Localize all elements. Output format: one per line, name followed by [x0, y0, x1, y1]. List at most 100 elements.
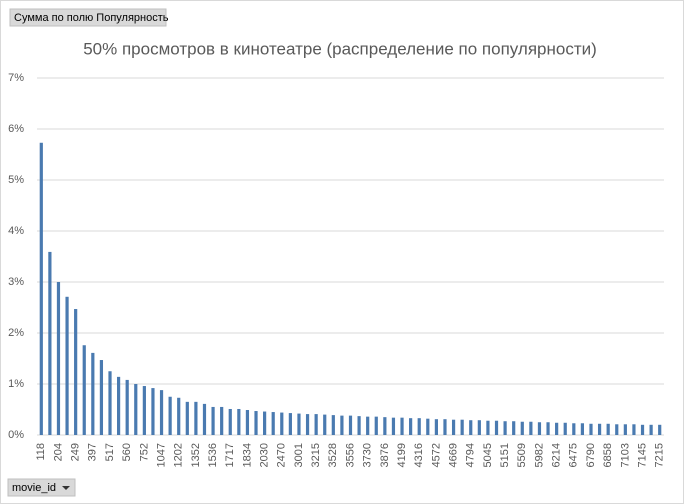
- x-tick-label: 2470: [276, 443, 288, 467]
- bar: [202, 403, 207, 435]
- x-tick-label: 560: [121, 443, 133, 461]
- bar: [271, 412, 275, 435]
- bar: [632, 424, 636, 435]
- x-tick-label: 517: [104, 443, 116, 461]
- bar: [288, 413, 292, 435]
- axis-field-button[interactable]: movie_id: [7, 478, 76, 497]
- bar: [116, 376, 121, 435]
- x-tick-label: 752: [138, 443, 150, 461]
- bar: [391, 417, 396, 435]
- bar: [477, 420, 481, 435]
- bar: [366, 416, 370, 435]
- bar: [658, 424, 662, 435]
- bar: [125, 379, 129, 435]
- x-tick-label: 3876: [379, 443, 391, 467]
- bar: [280, 412, 284, 435]
- bar: [194, 401, 198, 435]
- bar: [374, 416, 378, 435]
- bar: [168, 396, 172, 435]
- x-tick-label: 3001: [293, 443, 305, 467]
- bar: [383, 417, 387, 435]
- bar: [494, 420, 499, 435]
- x-tick-label: 1352: [190, 443, 202, 467]
- bar: [503, 421, 507, 435]
- x-tick-label: 1202: [173, 443, 185, 467]
- bar: [65, 296, 69, 435]
- bar: [134, 384, 138, 435]
- x-tick-label: 4316: [413, 443, 425, 467]
- x-tick-label: 7103: [619, 443, 631, 467]
- bar: [615, 424, 619, 435]
- bar: [340, 415, 344, 435]
- bar: [237, 408, 241, 435]
- x-tick-label: 6858: [602, 443, 614, 467]
- bar: [74, 309, 78, 435]
- x-tick-label: 6790: [585, 443, 597, 467]
- value-field-button[interactable]: Сумма по полю Популярность: [9, 8, 169, 27]
- y-tick-label: 7%: [8, 72, 24, 84]
- y-tick-label: 4%: [8, 225, 24, 237]
- y-tick-label: 6%: [8, 123, 24, 135]
- bar: [56, 282, 61, 435]
- bar: [520, 421, 524, 435]
- x-tick-label: 1047: [155, 443, 167, 467]
- bar: [357, 416, 361, 435]
- x-tick-label: 3730: [362, 443, 374, 467]
- bar: [228, 408, 232, 435]
- bar: [649, 424, 653, 435]
- bar: [434, 419, 438, 435]
- x-tick-label: 3556: [344, 443, 356, 467]
- bar: [469, 420, 473, 435]
- bar: [529, 421, 533, 435]
- value-field-label: Сумма по полю Популярность: [14, 12, 169, 24]
- bar: [555, 422, 559, 435]
- x-tick-label: 204: [52, 443, 64, 461]
- bar: [91, 352, 95, 435]
- x-tick-label: 5151: [499, 443, 511, 467]
- bar: [606, 423, 610, 435]
- x-tick-label: 6214: [551, 443, 563, 467]
- bar: [254, 411, 258, 435]
- x-tick-label: 3528: [327, 443, 339, 467]
- x-tick-label: 5045: [482, 443, 494, 467]
- x-tick-label: 4669: [447, 443, 459, 467]
- x-tick-label: 397: [87, 443, 99, 461]
- bar: [563, 422, 567, 435]
- x-tick-label: 118: [35, 443, 47, 461]
- bar: [589, 423, 593, 435]
- bar: [323, 414, 327, 435]
- x-tick-label: 6475: [568, 443, 580, 467]
- bar: [305, 414, 310, 435]
- y-tick-label: 1%: [8, 378, 24, 390]
- bar: [211, 406, 215, 435]
- x-tick-label: 4199: [396, 443, 408, 467]
- bar: [263, 411, 267, 435]
- bar: [48, 251, 52, 435]
- bar: [572, 423, 576, 435]
- bar: [460, 419, 464, 435]
- bar: [151, 388, 155, 435]
- x-tick-label: 1717: [224, 443, 236, 467]
- x-tick-label: 249: [70, 443, 82, 461]
- y-tick-label: 5%: [8, 174, 24, 186]
- bar: [426, 418, 430, 435]
- bar: [623, 424, 627, 435]
- bar: [177, 397, 181, 435]
- bar: [486, 420, 490, 435]
- bar: [331, 415, 335, 435]
- bar: [443, 419, 447, 435]
- x-tick-label: 1834: [241, 443, 253, 467]
- bar: [451, 419, 456, 435]
- bar: [400, 417, 404, 435]
- x-tick-label: 2030: [259, 443, 271, 467]
- bar: [546, 422, 550, 435]
- button-bg: [7, 478, 76, 497]
- axis-field-label: movie_id: [12, 482, 56, 494]
- bar: [537, 422, 542, 435]
- x-tick-label: 7145: [636, 443, 648, 467]
- x-tick-label: 5982: [533, 443, 545, 467]
- dropdown-arrow: [62, 486, 70, 490]
- bar: [297, 413, 301, 435]
- bar: [417, 418, 421, 435]
